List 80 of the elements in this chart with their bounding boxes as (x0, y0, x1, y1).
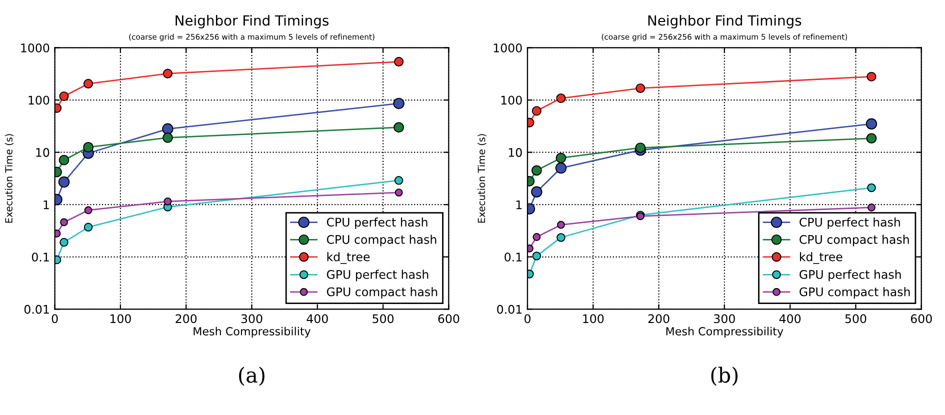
y-tick-label: 1 (516, 200, 522, 210)
point (557, 220, 565, 229)
legend-label: CPU perfect hash (326, 217, 428, 229)
point (866, 118, 878, 130)
y-axis-title: Execution Time (s) (4, 134, 14, 223)
y-tick-label: 10 (36, 148, 50, 157)
legend-label: CPU compact hash (326, 234, 436, 246)
x-tick-label: 600 (438, 314, 460, 324)
x-tick-label: 200 (176, 314, 197, 324)
x-tick-label: 100 (583, 314, 604, 324)
x-tick-label: 300 (714, 314, 735, 324)
y-tick-label: 10 (508, 148, 522, 157)
point (556, 152, 566, 164)
y-axis-title: Execution Time (s) (478, 134, 486, 223)
point (60, 218, 68, 226)
point (394, 56, 404, 67)
legend-label: GPU compact hash (326, 287, 438, 299)
y-tick-label: 1000 (494, 43, 522, 52)
chart-title: Neighbor Find Timings (176, 14, 329, 28)
text: (a) (239, 366, 264, 386)
x-tick-label: 600 (910, 314, 932, 324)
x-tick-label: 0 (52, 314, 58, 324)
point (527, 244, 534, 252)
point (162, 132, 173, 143)
point (394, 188, 403, 196)
x-tick-label: 100 (110, 314, 131, 324)
y-tick-label: 0.01 (497, 304, 522, 314)
y-tick-label: 0.01 (24, 304, 49, 314)
point (393, 98, 404, 110)
legend-label: kd_tree (800, 252, 842, 264)
point (635, 142, 646, 153)
x-tick-label: 300 (241, 314, 262, 324)
point (636, 83, 646, 94)
x-tick-label: 500 (372, 314, 394, 324)
point (58, 176, 70, 188)
point (394, 176, 404, 185)
point (532, 252, 542, 260)
x-tick-label: 500 (845, 314, 866, 324)
point (84, 78, 94, 89)
point (162, 68, 173, 78)
x-tick-label: 400 (779, 314, 801, 324)
point (162, 123, 174, 135)
y-tick-label: 1000 (21, 43, 50, 52)
point (164, 197, 172, 206)
legend-label: GPU compact hash (800, 287, 910, 299)
y-tick-label: 0.1 (32, 252, 49, 262)
point (868, 204, 876, 212)
point (60, 238, 68, 247)
legend-label: CPU perfect hash (800, 217, 900, 229)
y-tick-label: 1 (44, 200, 49, 210)
point (84, 206, 92, 214)
point (555, 162, 567, 174)
point (532, 106, 542, 116)
point (83, 142, 94, 152)
y-tick-label: 0.1 (504, 252, 522, 262)
point (866, 133, 877, 144)
point (866, 72, 876, 82)
point (84, 222, 93, 232)
x-axis-title: Mesh Compressibility (194, 326, 311, 338)
legend-label: CPU compact hash (800, 234, 909, 246)
point (59, 91, 69, 102)
x-axis-title: Mesh Compressibility (666, 326, 784, 338)
legend-label: GPU perfect hash (326, 270, 428, 282)
legend-label: kd_tree (327, 252, 370, 264)
text: (b) (711, 366, 738, 386)
x-tick-label: 200 (648, 314, 670, 324)
point (394, 122, 404, 133)
point (532, 233, 541, 241)
point (531, 165, 542, 176)
point (531, 186, 542, 198)
y-tick-label: 100 (501, 96, 522, 105)
y-tick-label: 100 (28, 96, 50, 105)
point (556, 93, 566, 104)
x-tick-label: 0 (524, 314, 530, 324)
point (58, 154, 70, 166)
point (556, 233, 566, 242)
legend-label: GPU perfect hash (800, 270, 901, 282)
chart-title: Neighbor Find Timings (648, 14, 802, 28)
point (867, 183, 876, 192)
x-tick-label: 400 (306, 314, 328, 324)
